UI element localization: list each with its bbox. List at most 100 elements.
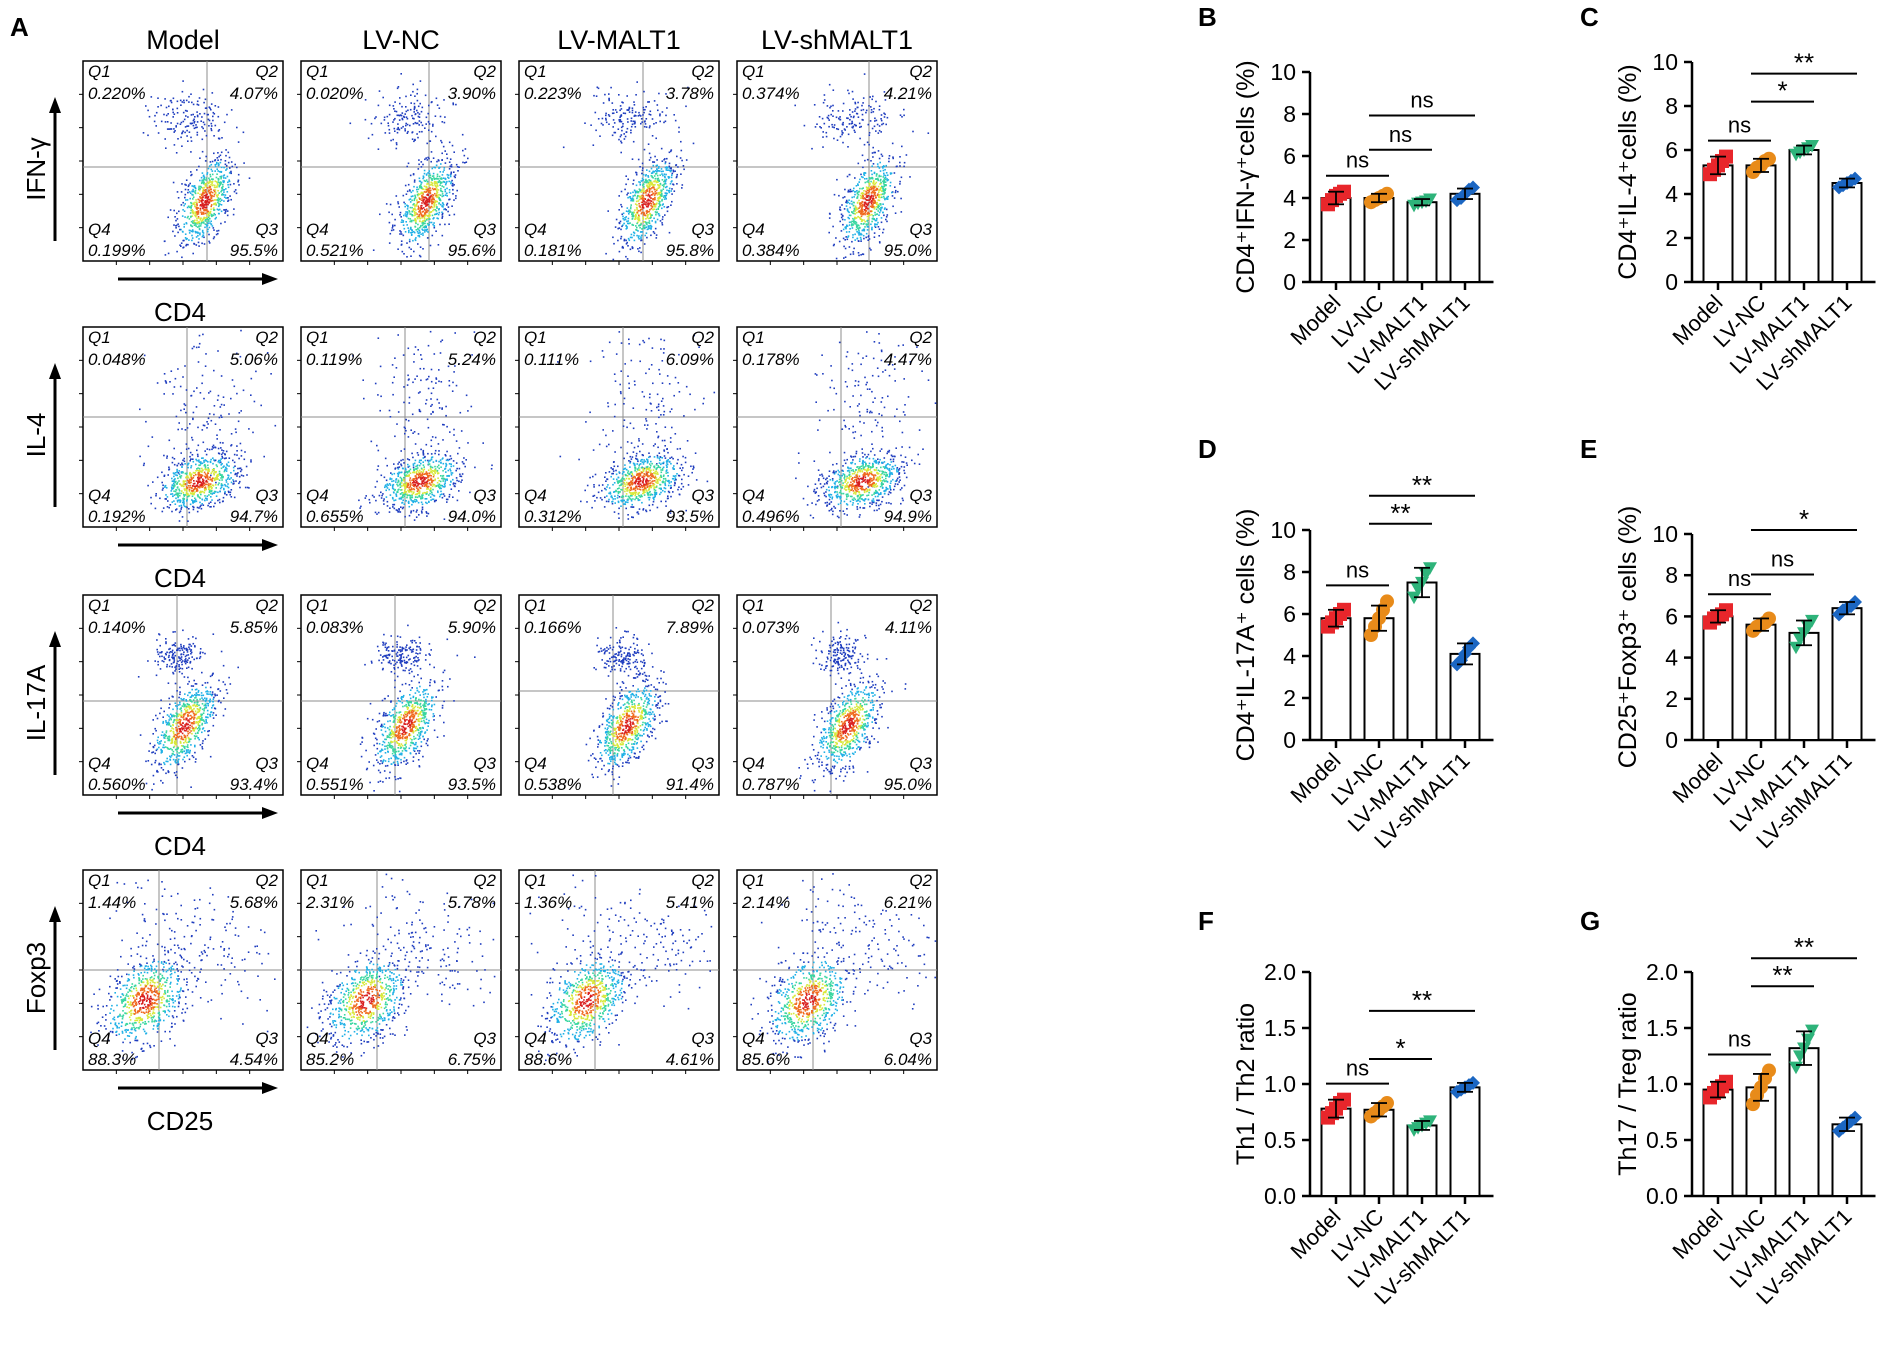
flow-event-dot [167,128,169,130]
flow-event-dot [410,175,412,177]
flow-event-dot [608,123,610,125]
flow-event-dot [209,212,211,214]
flow-event-dot [171,102,173,104]
flow-event-dot [199,232,201,234]
flow-event-dot [384,117,386,119]
flow-event-dot [467,158,469,160]
flow-event-dot [426,229,428,231]
flow-event-dot [402,251,404,253]
flow-event-dot [210,109,212,111]
flow-event-dot [155,125,157,127]
flow-event-dot [212,174,214,176]
flow-event-dot [414,209,416,211]
flow-event-dot [213,153,215,155]
flow-event-dot [422,229,424,231]
flow-event-dot [443,146,445,148]
flow-event-dot [185,199,187,201]
flow-event-dot [598,88,600,90]
flow-event-dot [620,136,622,138]
flow-event-dot [397,201,399,203]
flow-event-dot [455,104,457,106]
flow-event-dot [194,204,196,206]
flow-event-dot [421,202,423,204]
flow-event-dot [396,148,398,150]
flow-event-dot [208,211,210,213]
flow-event-dot [230,199,232,201]
flow-event-dot [440,178,442,180]
flow-event-dot [168,128,170,130]
flow-event-dot [207,204,209,206]
q3-value: 95.5% [230,241,278,260]
flow-event-dot [197,134,199,136]
flow-event-dot [448,206,450,208]
flow-event-dot [195,215,197,217]
flow-event-dot [436,98,438,100]
flow-event-dot [200,187,202,189]
flow-event-dot [414,195,416,197]
flow-event-dot [175,125,177,127]
flow-event-dot [205,213,207,215]
flow-event-dot [243,132,245,134]
flow-event-dot [422,125,424,127]
flow-event-dot [189,218,191,220]
flow-event-dot [595,112,597,114]
flow-event-dot [425,157,427,159]
flow-event-dot [195,232,197,234]
flow-event-dot [216,162,218,164]
flow-event-dot [182,240,184,242]
flow-event-dot [218,213,220,215]
flow-event-dot [421,205,423,207]
flow-event-dot [675,120,677,122]
flow-event-dot [595,130,597,132]
flow-event-dot [452,193,454,195]
flow-event-dot [374,118,376,120]
flow-event-dot [438,214,440,216]
flow-event-dot [198,216,200,218]
flow-event-dot [187,140,189,142]
flow-event-dot [431,211,433,213]
flow-event-dot [612,109,614,111]
flow-event-dot [674,190,676,192]
flow-event-dot [624,138,626,140]
flow-event-dot [175,227,177,229]
flow-event-dot [225,188,227,190]
q1-value: 0.220% [88,84,146,103]
flow-event-dot [231,109,233,111]
flow-event-dot [401,233,403,235]
flow-event-dot [449,214,451,216]
flow-event-dot [422,234,424,236]
flow-event-dot [200,225,202,227]
flow-event-dot [196,220,198,222]
flow-event-dot [657,104,659,106]
flow-event-dot [218,178,220,180]
flow-event-dot [178,226,180,228]
flow-event-dot [441,142,443,144]
flow-event-dot [210,197,212,199]
flow-event-dot [157,106,159,108]
flow-event-dot [669,188,671,190]
flow-event-dot [631,126,633,128]
flow-event-dot [620,152,622,154]
flow-event-dot [390,233,392,235]
flow-event-dot [659,115,661,117]
flow-event-dot [447,158,449,160]
flow-event-dot [408,184,410,186]
flow-event-dot [655,122,657,124]
flow-event-dot [604,94,606,96]
flow-event-dot [641,228,643,230]
flow-event-dot [217,202,219,204]
flow-event-dot [211,183,213,185]
flow-event-dot [593,95,595,97]
flow-event-dot [197,232,199,234]
flow-event-dot [416,133,418,135]
flow-event-dot [208,178,210,180]
flow-event-dot [421,215,423,217]
q1-label: Q1 [88,62,111,81]
flow-event-dot [219,171,221,173]
flow-event-dot [372,134,374,136]
flow-event-dot [203,206,205,208]
flow-event-dot [219,185,221,187]
flow-event-dot [422,197,424,199]
flow-event-dot [210,161,212,163]
flow-event-dot [180,137,182,139]
